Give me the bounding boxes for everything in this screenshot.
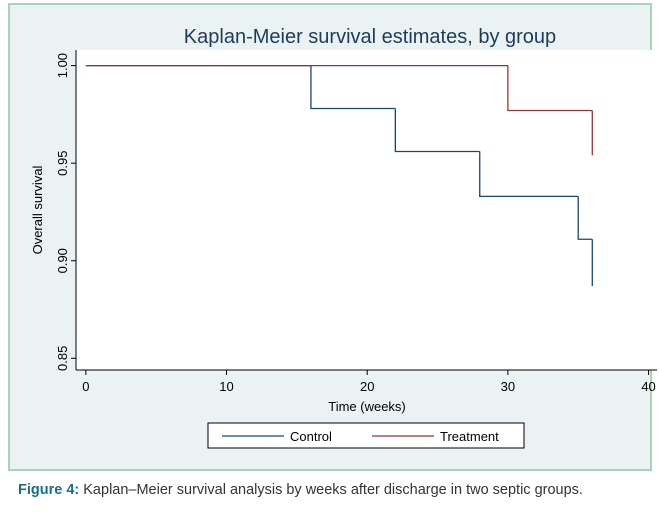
- chart-title: Kaplan-Meier survival estimates, by grou…: [184, 26, 556, 48]
- survival-step: [310, 65, 396, 110]
- y-tick-label: 0.95: [55, 151, 70, 176]
- survival-step: [394, 108, 480, 153]
- survival-step: [507, 65, 593, 112]
- x-tick-label: 20: [360, 379, 374, 394]
- y-tick-label: 0.90: [55, 248, 70, 273]
- y-tick-label: 0.85: [55, 346, 70, 371]
- legend-label: Treatment: [440, 429, 499, 444]
- x-tick-label: 30: [501, 379, 515, 394]
- plot-area: [76, 50, 657, 370]
- survival-step: [577, 196, 593, 240]
- x-axis-label: Time (weeks): [328, 399, 406, 414]
- x-tick-label: 0: [82, 379, 89, 394]
- y-tick-label: 1.00: [55, 53, 70, 78]
- chart: Kaplan-Meier survival estimates, by grou…: [8, 3, 657, 471]
- caption: Figure 4: Kaplan–Meier survival analysis…: [18, 480, 643, 501]
- x-tick-label: 40: [641, 379, 655, 394]
- legend-label: Control: [290, 429, 332, 444]
- caption-label: Figure 4:: [18, 482, 80, 498]
- x-tick-label: 10: [219, 379, 233, 394]
- survival-step: [479, 151, 579, 197]
- y-axis-label: Overall survival: [30, 165, 45, 254]
- caption-text: Kaplan–Meier survival analysis by weeks …: [83, 482, 583, 498]
